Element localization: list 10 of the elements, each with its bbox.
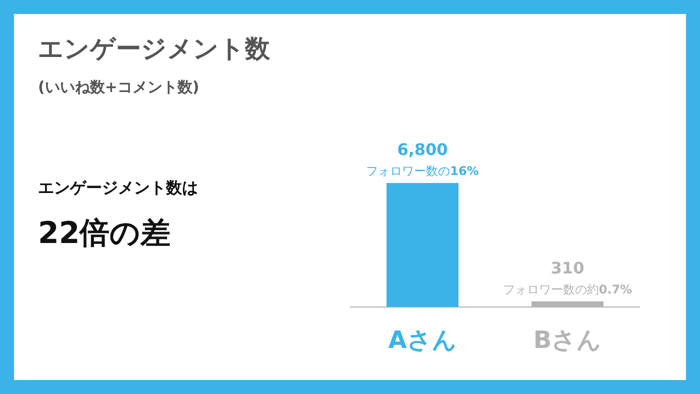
annotation: フォロワー数の16% (366, 164, 479, 178)
x-tick-label: Aさん (388, 326, 457, 354)
annotation: フォロワー数の約0.7% (502, 282, 632, 296)
chart-title: エンゲージメント数 (38, 34, 271, 63)
text: 22倍の差 (38, 216, 171, 251)
text: (いいね数+コメント数) (38, 78, 200, 96)
data-label: 6,800 (397, 140, 448, 159)
data-label: 310 (550, 258, 584, 278)
x-tick-label: Bさん (533, 326, 602, 354)
text: エンゲージメント数は (38, 178, 198, 197)
